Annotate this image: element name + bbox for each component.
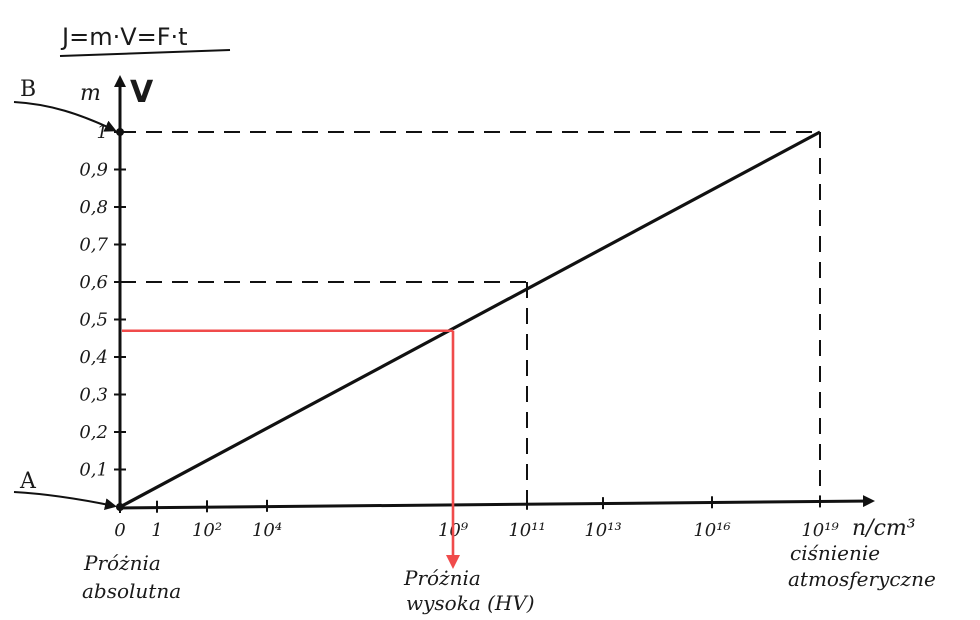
y-ticks: 0,1 0,2 0,3 0,4 0,5 0,6 0,7 0,8 0,9 1 bbox=[79, 122, 126, 481]
x-tick-label: 10¹⁹ bbox=[801, 520, 839, 541]
y-tick-label: 0,2 bbox=[79, 422, 108, 443]
origin-annotation-line2: absolutna bbox=[82, 579, 181, 603]
atmospheric-annotation-line2: atmosferyczne bbox=[788, 567, 936, 591]
formula-underline bbox=[59, 49, 231, 57]
x-axis bbox=[119, 495, 875, 510]
high-vacuum-annotation-line2: wysoka (HV) bbox=[406, 591, 535, 615]
highlight-lines bbox=[122, 329, 460, 569]
label-b: B bbox=[20, 77, 36, 102]
y-tick-label: 0,3 bbox=[79, 385, 108, 406]
y-axis-label-m: m bbox=[80, 81, 101, 106]
series bbox=[119, 130, 821, 509]
x-tick-label: 10¹¹ bbox=[508, 520, 545, 541]
high-vacuum-annotation-line1: Próżnia bbox=[403, 566, 481, 590]
x-tick-label: 10¹⁶ bbox=[693, 520, 730, 541]
label-a: A bbox=[19, 469, 37, 494]
point-b-marker bbox=[116, 128, 124, 136]
y-tick-label: 0,7 bbox=[79, 235, 108, 256]
y-tick-label: 0,4 bbox=[79, 347, 108, 368]
label-b-pointer bbox=[13, 101, 117, 132]
x-tick-label: 0 bbox=[114, 520, 125, 541]
y-tick-label: 0,5 bbox=[79, 310, 108, 331]
formula: J=m·V=F·t bbox=[60, 23, 188, 51]
origin-point bbox=[116, 503, 124, 511]
x-tick-label: 10⁴ bbox=[252, 520, 282, 541]
label-a-pointer bbox=[13, 491, 117, 511]
y-tick-label: 0,8 bbox=[79, 197, 108, 218]
origin-annotation-line1: Próżnia bbox=[83, 551, 161, 575]
x-axis-label: n/cm³ bbox=[852, 516, 916, 541]
y-tick-label: 0,9 bbox=[79, 160, 108, 181]
atmospheric-annotation-line1: ciśnienie bbox=[790, 541, 880, 565]
series-line bbox=[119, 130, 821, 509]
guide-lines bbox=[120, 131, 821, 505]
y-tick-label: 1 bbox=[97, 122, 108, 143]
x-tick-label: 10² bbox=[192, 520, 222, 541]
x-tick-label: 10¹³ bbox=[584, 520, 621, 541]
y-axis-label-V: V bbox=[130, 75, 154, 110]
y-tick-label: 0,1 bbox=[79, 460, 108, 481]
x-tick-label: 1 bbox=[151, 520, 162, 541]
y-tick-label: 0,6 bbox=[79, 272, 108, 293]
